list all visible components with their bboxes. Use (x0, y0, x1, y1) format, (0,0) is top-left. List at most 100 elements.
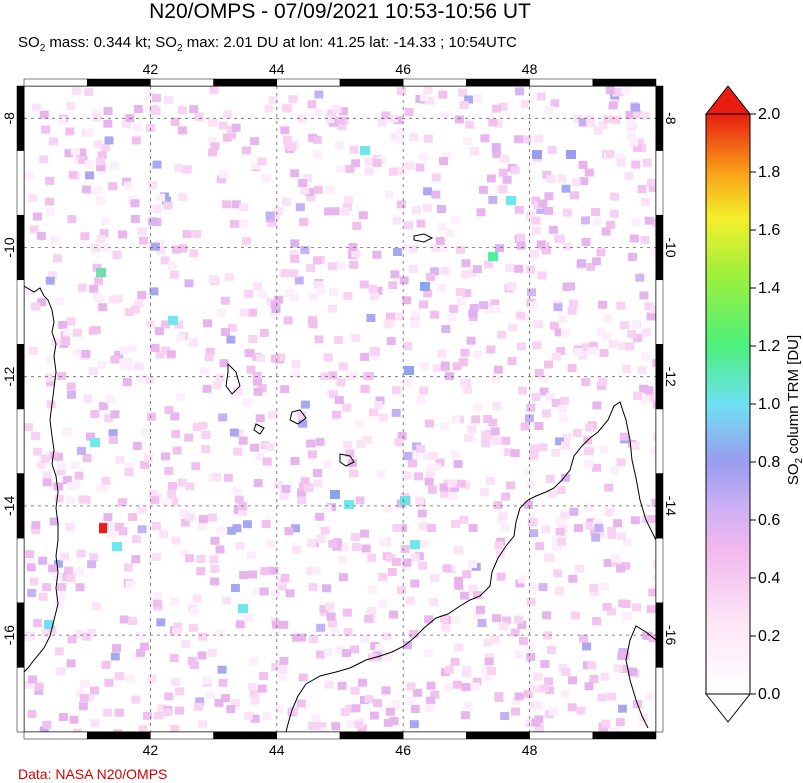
so2-pixel (261, 174, 271, 183)
so2-pixel (333, 336, 343, 345)
so2-pixel (544, 360, 554, 369)
so2-pixel (46, 207, 56, 216)
so2-pixel (409, 133, 419, 142)
so2-pixel (187, 657, 197, 665)
so2-pixel (468, 584, 478, 593)
so2-pixel (151, 107, 161, 115)
so2-pixel (39, 726, 49, 732)
so2-pixel (602, 602, 612, 611)
so2-pixel (289, 269, 299, 278)
so2-pixel (311, 714, 321, 723)
so2-pixel (36, 460, 46, 469)
so2-pixel (472, 265, 482, 274)
so2-pixel (451, 519, 460, 528)
so2-pixel (54, 482, 64, 491)
so2-pixel (259, 328, 269, 337)
colorbar-tick-label: 1.2 (758, 338, 780, 355)
so2-pixel (591, 257, 601, 266)
so2-pixel (596, 248, 606, 257)
so2-pixel (557, 405, 567, 414)
so2-pixel (649, 305, 656, 314)
so2-pixel (337, 555, 347, 564)
so2-pixel (605, 86, 615, 94)
so2-pixel (97, 151, 107, 160)
lon-tick-labels-top: 42 44 46 48 (143, 61, 538, 77)
so2-pixel (466, 336, 476, 345)
so2-pixel (454, 115, 464, 124)
so2-pixel (511, 707, 520, 716)
so2-pixel (581, 343, 591, 352)
so2-pixel (358, 678, 368, 687)
so2-pixel (619, 321, 629, 330)
so2-pixel (616, 301, 626, 310)
so2-pixel (423, 86, 433, 94)
so2-pixel (257, 289, 267, 298)
so2-pixel (194, 112, 204, 121)
so2-pixel (440, 422, 450, 431)
so2-pixel (586, 118, 596, 127)
so2-pixel (593, 126, 603, 135)
so2-pixel (164, 692, 174, 701)
so2-pixel (70, 147, 80, 156)
so2-pixel (227, 130, 236, 139)
so2-pixel (419, 540, 429, 549)
so2-pixel (121, 120, 131, 129)
so2-pixel (431, 173, 441, 182)
so2-pixel (54, 647, 64, 656)
so2-pixel (150, 242, 160, 251)
so2-pixel (415, 94, 425, 103)
so2-pixel (31, 432, 41, 441)
so2-pixel (562, 208, 572, 217)
so2-pixel (416, 396, 426, 405)
so2-pixel (267, 219, 277, 228)
so2-pixel (307, 100, 317, 109)
so2-pixel (536, 92, 546, 101)
so2-pixel (571, 178, 581, 187)
so2-pixel (218, 121, 228, 130)
so2-pixel (406, 697, 416, 705)
so2-pixel (454, 576, 464, 585)
so2-pixel (460, 591, 470, 600)
so2-pixel (169, 270, 179, 279)
so2-pixel (91, 325, 101, 334)
so2-pixel (646, 605, 656, 614)
so2-pixel (485, 476, 495, 485)
so2-pixel (354, 419, 364, 428)
so2-pixel (54, 494, 64, 503)
lat-tick-label: -14 (1, 496, 17, 516)
so2-pixel (447, 313, 457, 322)
so2-pixel (599, 445, 609, 454)
so2-pixel (392, 557, 401, 566)
so2-pixel (391, 700, 401, 709)
so2-pixel (238, 508, 247, 517)
so2-pixel (378, 599, 388, 608)
so2-pixel (161, 320, 170, 329)
so2-pixel (541, 409, 551, 418)
so2-pixel (81, 349, 91, 358)
so2-pixel (210, 577, 220, 586)
so2-pixel (177, 126, 187, 135)
so2-pixel (595, 529, 605, 538)
so2-pixel (514, 615, 524, 624)
so2-pixel (280, 126, 290, 135)
so2-pixel (170, 725, 180, 732)
so2-pixel (372, 159, 382, 168)
so2-pixel (93, 186, 102, 195)
so2-pixel (510, 449, 520, 458)
so2-pixel (544, 105, 554, 114)
so2-pixel (409, 245, 419, 254)
so2-pixel (425, 96, 435, 105)
so2-pixel (292, 633, 302, 642)
so2-pixel (488, 418, 498, 427)
so2-pixel (373, 401, 383, 409)
so2-pixel (391, 386, 401, 395)
so2-pixel (185, 513, 195, 522)
lat-tick-label: -16 (1, 625, 17, 645)
so2-pixel (532, 341, 542, 350)
data-credit: Data: NASA N20/OMPS (18, 766, 168, 782)
so2-pixel (459, 101, 469, 109)
so2-pixel (617, 652, 627, 661)
so2-pixel (364, 614, 374, 623)
so2-pixel (326, 612, 336, 621)
lat-tick-label: -12 (663, 367, 679, 387)
